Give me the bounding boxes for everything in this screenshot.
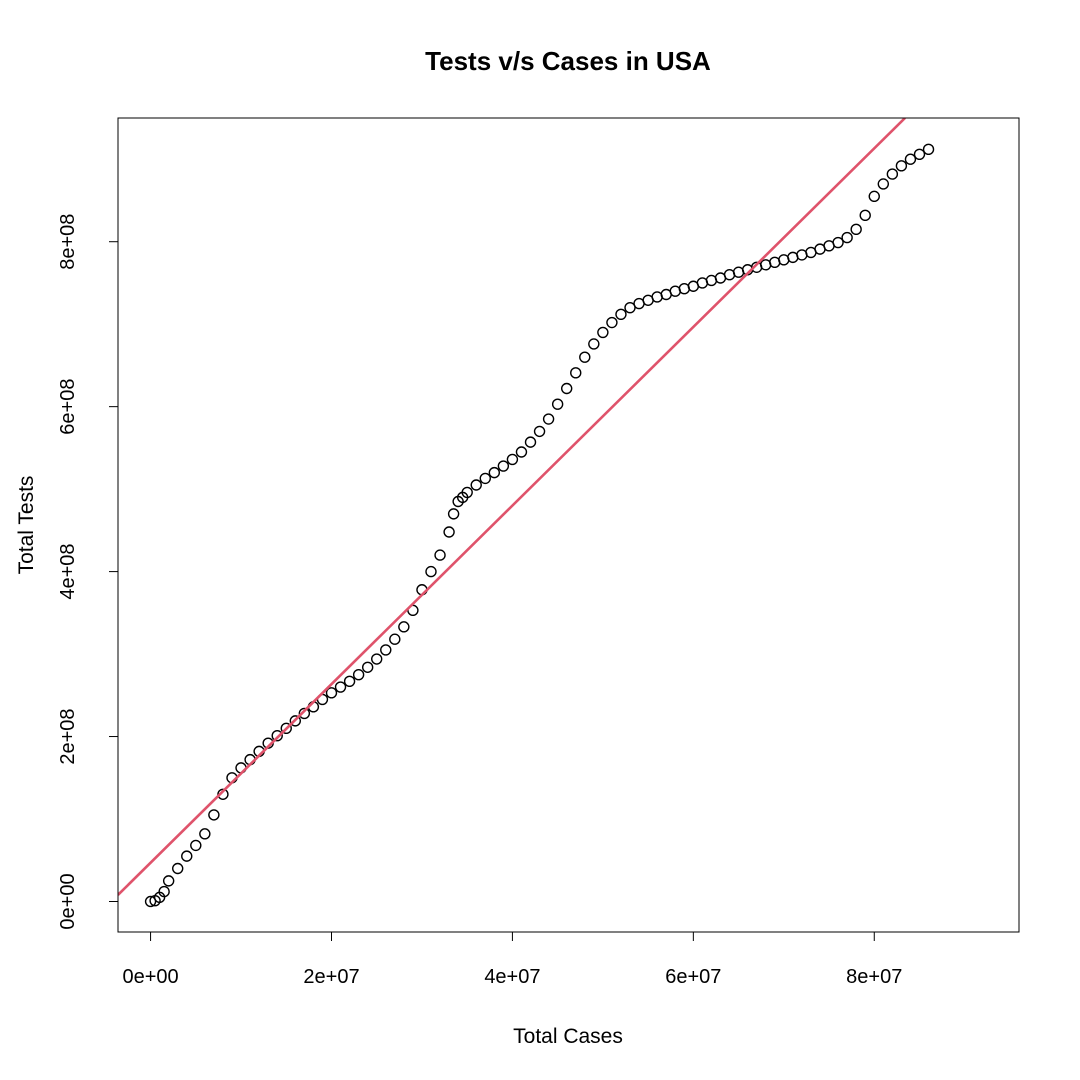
scatter-point bbox=[615, 308, 627, 320]
scatter-point bbox=[886, 168, 899, 180]
scatter-point bbox=[190, 839, 202, 852]
scatter-point bbox=[515, 446, 528, 458]
scatter-point bbox=[624, 301, 636, 314]
scatter-point bbox=[497, 460, 510, 472]
scatter-point bbox=[371, 653, 383, 665]
x-axis: 0e+00 2e+07 4e+07 6e+07 8e+07 bbox=[122, 931, 902, 988]
scatter-point bbox=[904, 153, 917, 165]
x-tick-label: 4e+07 bbox=[484, 966, 540, 988]
scatter-point bbox=[389, 633, 401, 645]
scatter-point bbox=[551, 398, 564, 410]
y-tick-label: 4e+08 bbox=[57, 544, 79, 600]
scatter-point bbox=[425, 565, 437, 578]
scatter-point bbox=[162, 875, 175, 887]
scatter-point bbox=[199, 828, 211, 840]
scatter-point bbox=[271, 730, 283, 742]
scatter-point bbox=[895, 160, 908, 172]
x-tick-label: 8e+07 bbox=[846, 966, 902, 988]
scatter-point bbox=[560, 382, 573, 395]
scatter-point bbox=[570, 367, 582, 379]
scatter-point bbox=[334, 681, 347, 693]
scatter-point bbox=[447, 508, 460, 520]
scatter-point bbox=[524, 436, 537, 448]
scatter-point bbox=[380, 644, 392, 656]
scatter-point bbox=[217, 788, 229, 800]
scatter-point bbox=[832, 236, 844, 249]
scatter-point bbox=[289, 715, 302, 727]
scatter-point bbox=[850, 223, 862, 236]
scatter-point bbox=[461, 486, 473, 499]
y-tick-label: 0e+00 bbox=[57, 873, 79, 929]
scatter-point bbox=[172, 862, 184, 875]
scatter-point bbox=[606, 316, 618, 329]
x-tick-label: 0e+00 bbox=[122, 966, 178, 988]
scatter-point bbox=[479, 472, 491, 485]
scatter-point bbox=[298, 707, 311, 720]
scatter-point bbox=[443, 526, 455, 538]
x-tick-label: 6e+07 bbox=[665, 966, 721, 988]
scatter-point bbox=[434, 549, 446, 561]
scatter-point bbox=[144, 895, 157, 908]
scatter-point bbox=[352, 668, 365, 681]
scatter-point bbox=[208, 809, 220, 821]
scatter-point bbox=[859, 209, 871, 222]
regression-line bbox=[118, 118, 906, 896]
scatter-point bbox=[181, 850, 193, 862]
scatter-point bbox=[877, 178, 890, 190]
scatter-point bbox=[588, 338, 600, 350]
scatter-point bbox=[922, 143, 935, 156]
scatter-point bbox=[868, 190, 880, 203]
scatter-point bbox=[579, 351, 591, 363]
scatter-point bbox=[506, 453, 519, 466]
scatter-series bbox=[144, 143, 935, 908]
scatter-point bbox=[361, 661, 374, 673]
scatter-point bbox=[470, 479, 482, 491]
scatter-point bbox=[343, 675, 356, 687]
chart-title: Tests v/s Cases in USA bbox=[425, 46, 711, 76]
y-tick-label: 6e+08 bbox=[57, 379, 79, 435]
scatter-point bbox=[158, 885, 170, 898]
y-axis-label: Total Tests bbox=[15, 476, 38, 575]
series-layer bbox=[118, 118, 935, 908]
scatter-point bbox=[325, 687, 338, 699]
scatter-point bbox=[533, 425, 546, 438]
scatter-point bbox=[398, 621, 410, 633]
scatter-point bbox=[597, 326, 609, 339]
y-axis: 0e+00 2e+08 4e+08 6e+08 8e+08 bbox=[57, 214, 119, 930]
y-tick-label: 2e+08 bbox=[57, 708, 79, 764]
y-tick-label: 8e+08 bbox=[57, 214, 79, 270]
scatter-point bbox=[913, 148, 926, 160]
plot-area bbox=[118, 118, 935, 908]
scatter-point bbox=[542, 413, 555, 425]
plot-frame bbox=[117, 117, 1020, 933]
x-axis-label: Total Cases bbox=[513, 1025, 623, 1048]
scatter-point bbox=[280, 722, 292, 734]
scatter-point bbox=[841, 231, 853, 244]
scatter-point bbox=[488, 466, 501, 479]
x-tick-label: 2e+07 bbox=[303, 966, 359, 988]
